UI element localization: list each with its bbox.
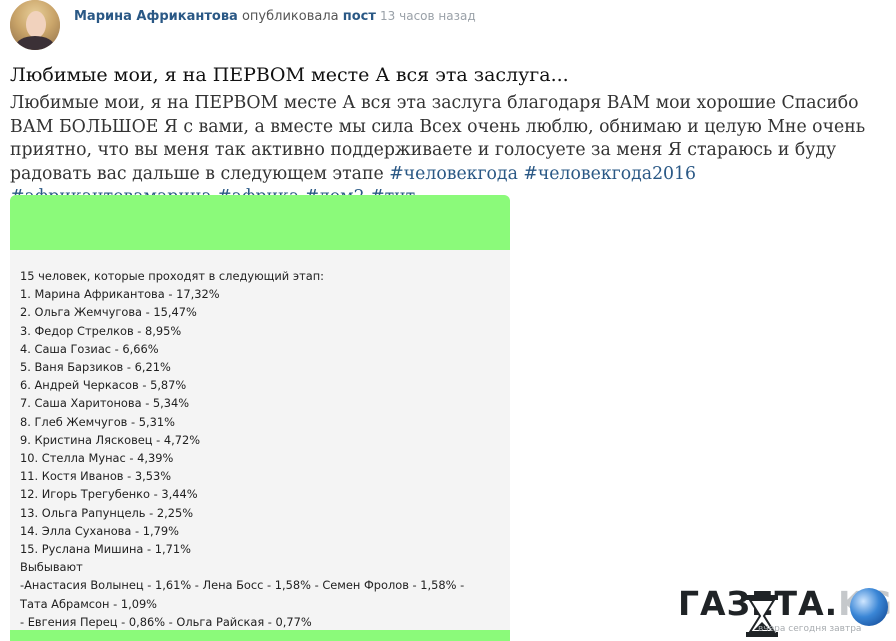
watermark-tagline: вчера сегодня завтра — [758, 624, 862, 634]
list-item: 8. Глеб Жемчугов - 5,31% — [20, 414, 175, 429]
list-item: 5. Ваня Барзиков - 6,21% — [20, 360, 171, 375]
list-item: 7. Саша Харитонова - 5,34% — [20, 396, 190, 411]
list-header: 15 человек, которые проходят в следующий… — [20, 269, 324, 283]
hashtag-link[interactable]: #человекгода — [389, 163, 518, 184]
list-item: 15. Руслана Мишина - 1,71% — [20, 542, 191, 557]
list-item: 12. Игорь Трегубенко - 3,44% — [20, 487, 198, 502]
hourglass-icon — [746, 595, 778, 637]
avatar[interactable] — [10, 0, 60, 50]
image-bottom-bar — [10, 630, 510, 641]
attached-image[interactable]: 15 человек, которые проходят в следующий… — [10, 195, 510, 641]
list-item: 6. Андрей Черкасов - 5,87% — [20, 378, 187, 393]
list-item: 13. Ольга Рапунцель - 2,25% — [20, 505, 194, 520]
list-item: 10. Стелла Мунас - 4,39% — [20, 451, 174, 466]
list-item: 1. Марина Африкантова - 17,32% — [20, 287, 220, 302]
list-item: 11. Костя Иванов - 3,53% — [20, 469, 172, 484]
list-item: 2. Ольга Жемчугова - 15,47% — [20, 305, 197, 320]
post-header: Марина Африкантова опубликовала пост 13 … — [10, 0, 890, 56]
dropout-label: Выбывают — [20, 560, 83, 575]
published-verb: опубликовала — [241, 9, 339, 24]
watermark-logo: ГАЗЕТА.KG вчера сегодня завтра — [678, 584, 892, 638]
post-meta: Марина Африкантова опубликовала пост 13 … — [74, 0, 476, 25]
post-body: Любимые мои, я на ПЕРВОМ месте А вся эта… — [10, 92, 886, 210]
results-list: 15 человек, которые проходят в следующий… — [10, 250, 510, 631]
image-top-bar — [10, 195, 510, 250]
list-item: 4. Саша Гозиас - 6,66% — [20, 341, 159, 356]
author-link[interactable]: Марина Африкантова — [74, 9, 238, 24]
dropout-line: - Евгения Перец - 0,86% - Ольга Райская … — [20, 614, 312, 629]
post-title: Любимые мои, я на ПЕРВОМ месте А вся эта… — [10, 64, 569, 86]
dropout-line: -Анастасия Волынец - 1,61% - Лена Босс -… — [20, 578, 465, 611]
globe-icon — [850, 588, 888, 626]
post-link[interactable]: пост — [342, 9, 376, 24]
list-item: 3. Федор Стрелков - 8,95% — [20, 323, 182, 338]
hashtag-link[interactable]: #человекгода2016 — [523, 163, 697, 184]
list-item: 9. Кристина Лясковец - 4,72% — [20, 432, 201, 447]
post-text: Любимые мои, я на ПЕРВОМ месте А вся эта… — [10, 93, 866, 184]
timestamp[interactable]: 13 часов назад — [380, 9, 476, 23]
list-item: 14. Элла Суханова - 1,79% — [20, 523, 179, 538]
